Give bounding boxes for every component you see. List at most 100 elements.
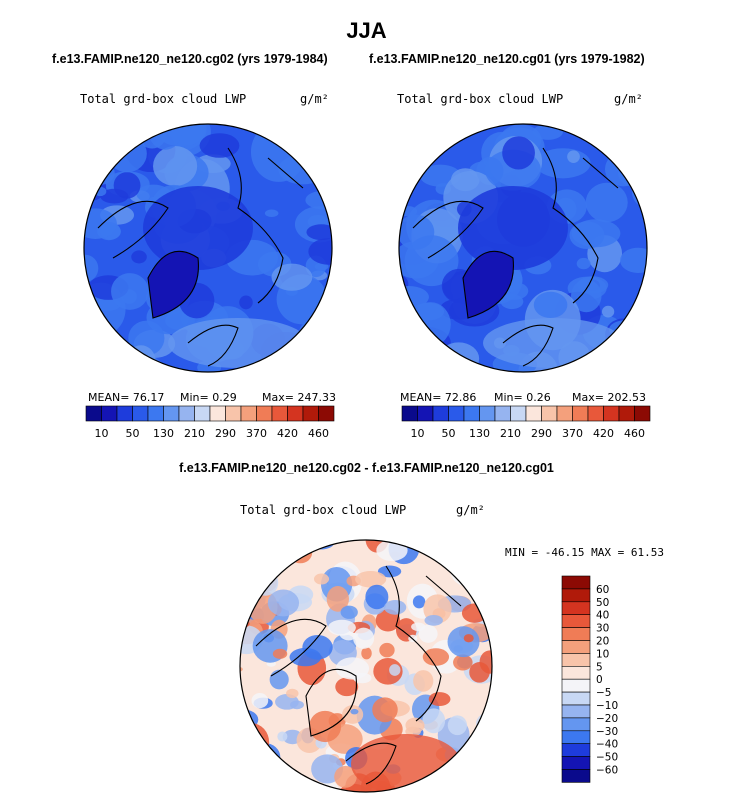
colorbar-swatch <box>163 405 180 422</box>
colorbar-swatch <box>85 405 102 422</box>
difference-min-max: MIN = -46.15 MAX = 61.53 <box>505 546 664 559</box>
arctic-ocean-region <box>458 186 568 270</box>
field-patch <box>84 141 99 151</box>
greenland-region <box>148 251 199 318</box>
field-patch <box>298 345 314 362</box>
field-patch <box>456 552 486 574</box>
colorbar-tick-label: 50 <box>442 427 456 440</box>
colorbar-swatch <box>561 666 591 680</box>
field-patch <box>469 662 490 683</box>
colorbar-tick-label: 420 <box>593 427 614 440</box>
field-patch <box>84 124 121 167</box>
field-patch <box>326 586 349 612</box>
colorbar-tick-label: 370 <box>246 427 267 440</box>
field-patch <box>577 276 609 294</box>
field-patch <box>447 626 480 658</box>
colorbar-swatch <box>417 405 434 422</box>
field-patch <box>277 731 288 742</box>
colorbar-swatch <box>561 756 591 770</box>
colorbar-tick-label: 20 <box>596 636 609 648</box>
colorbar-tick-label: 460 <box>308 427 329 440</box>
field-patch <box>269 764 290 778</box>
coastlines <box>412 147 619 367</box>
field-patch <box>372 697 398 723</box>
field-patch <box>567 150 580 163</box>
field-patch <box>405 717 425 733</box>
field-patch <box>353 627 375 649</box>
colorbar-tick-label: −60 <box>596 765 618 777</box>
field-patch <box>250 124 307 182</box>
colorbar-tick-label: −10 <box>596 700 618 712</box>
field-patch <box>272 648 288 659</box>
field-patch <box>620 247 647 273</box>
field-patch <box>334 765 357 788</box>
colorbar-tick-label: 10 <box>596 648 609 660</box>
field-patch <box>404 540 418 546</box>
colorbar-tick-label: 50 <box>126 427 140 440</box>
colorbar-swatch <box>147 405 164 422</box>
map-boundary <box>83 123 333 373</box>
colorbar-tick-label: 130 <box>153 427 174 440</box>
field-patch <box>412 302 445 321</box>
field-patch <box>399 151 422 176</box>
field-patch <box>306 224 332 241</box>
field-patch <box>607 132 647 167</box>
field-patch <box>302 634 333 660</box>
run-a-title: f.e13.FAMIP.ne120_ne120.cg02 (yrs 1979-1… <box>52 52 328 66</box>
field-patch <box>313 573 330 585</box>
field-patch <box>472 762 481 769</box>
colorbar-swatch <box>561 627 591 641</box>
field-patch <box>286 688 299 699</box>
colorbar-swatch <box>556 405 573 422</box>
panel-a-polar-map <box>83 123 333 373</box>
colorbar-swatch <box>494 405 511 422</box>
colorbar-swatch <box>561 743 591 757</box>
colorbar-tick-label: 420 <box>277 427 298 440</box>
colorbar-swatch <box>448 405 465 422</box>
panel-b-colorbar: 10 50 130 210 290 370 420 460 <box>401 405 651 440</box>
panel-b-variable-label: Total grd-box cloud LWP <box>397 92 564 106</box>
field-patch <box>327 619 356 636</box>
field-patch <box>269 669 289 690</box>
field-patch <box>585 182 628 223</box>
colorbar-tick-label: 30 <box>596 623 609 635</box>
field-patch <box>350 708 359 715</box>
difference-variable-label: Total grd-box cloud LWP <box>240 503 407 517</box>
colorbar-swatch <box>561 704 591 719</box>
field-patch <box>355 570 387 588</box>
field-patch <box>413 670 434 692</box>
run-b-title: f.e13.FAMIP.ne120_ne120.cg01 (yrs 1979-1… <box>369 52 645 66</box>
field-patch <box>264 209 279 217</box>
field-patch <box>314 356 332 372</box>
field-patch <box>288 542 313 564</box>
field-patch <box>340 605 358 619</box>
colorbar-tick-label: −5 <box>596 687 611 699</box>
field-patch <box>424 615 443 626</box>
field-patch <box>576 257 591 270</box>
field-patch <box>463 744 492 773</box>
field-patch <box>478 568 491 579</box>
field-patch <box>411 622 426 631</box>
field-patch <box>254 758 272 779</box>
difference-title: f.e13.FAMIP.ne120_ne120.cg02 - f.e13.FAM… <box>179 461 554 475</box>
colorbar-swatch <box>561 717 591 732</box>
field-patch <box>240 584 249 595</box>
colorbar-swatch <box>561 769 591 783</box>
colorbar-swatch <box>240 405 257 422</box>
field-patch <box>571 219 621 248</box>
colorbar-tick-label: 10 <box>95 427 109 440</box>
field-patch <box>252 569 279 596</box>
field-patch <box>609 320 644 339</box>
field-patch <box>472 556 484 567</box>
field-patch <box>463 634 474 643</box>
colorbar-swatch <box>209 405 226 422</box>
colorbar-swatch <box>525 405 542 422</box>
colorbar-tick-label: 5 <box>596 661 603 673</box>
panel-a-variable-label: Total grd-box cloud LWP <box>80 92 247 106</box>
field-patch <box>312 540 334 546</box>
field-patch <box>240 577 255 610</box>
difference-units-label: g/m² <box>456 503 485 517</box>
field-patch <box>251 693 269 709</box>
field-patch <box>458 788 469 792</box>
colorbar-swatch <box>561 614 591 628</box>
